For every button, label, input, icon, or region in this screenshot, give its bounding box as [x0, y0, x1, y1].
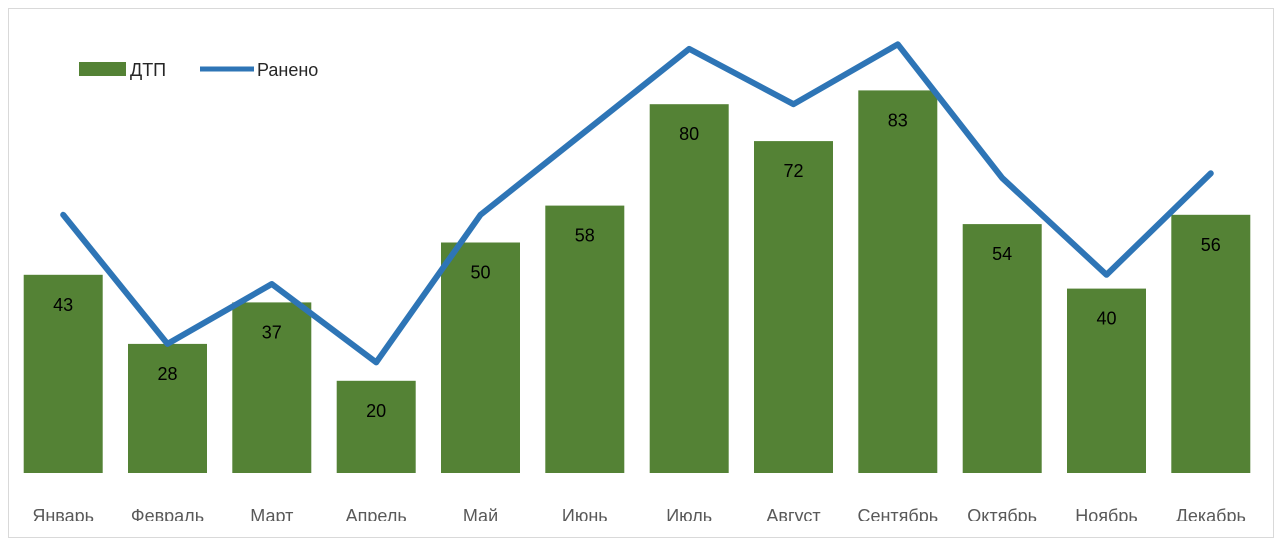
bars-group	[23, 90, 1251, 474]
legend-label-bar: ДТП	[130, 60, 166, 80]
bar	[1067, 288, 1146, 473]
bar-data-label: 37	[262, 322, 282, 342]
legend: ДТП Ранено	[79, 60, 318, 80]
line-group	[60, 41, 1214, 366]
x-tick-label: Апрель	[346, 506, 407, 521]
bar	[336, 380, 416, 473]
bar-data-label: 50	[470, 263, 490, 283]
legend-swatch-bar	[79, 62, 126, 76]
bar-data-label: 58	[575, 226, 595, 246]
bar	[1171, 214, 1251, 474]
x-tick-label: Октябрь	[967, 506, 1037, 521]
x-tick-label: Июнь	[562, 506, 608, 521]
x-tick-label: Ноябрь	[1075, 506, 1137, 521]
bar	[128, 343, 207, 473]
bar-data-label: 56	[1201, 235, 1221, 255]
bar	[232, 302, 312, 473]
bar-data-label: 80	[679, 124, 699, 144]
legend-label-line: Ранено	[257, 60, 318, 80]
bar	[23, 274, 103, 473]
bar-data-label: 54	[992, 244, 1012, 264]
bar	[545, 205, 625, 473]
bar-data-label: 83	[888, 110, 908, 130]
x-tick-label: Февраль	[131, 506, 204, 521]
bar	[649, 104, 729, 473]
data-labels-group: 43 28 37 20 50 58 80 72 83 54 40 56	[53, 110, 1221, 420]
bar-data-label: 28	[157, 364, 177, 384]
chart-frame	[8, 8, 1274, 538]
combo-chart: ДТП Ранено 43 28 37 20 50 58 80 72 83 54 40 56 Янва…	[23, 41, 1251, 521]
x-tick-label: Июль	[666, 506, 712, 521]
bar-data-label: 72	[783, 161, 803, 181]
x-tick-label: Май	[463, 506, 498, 521]
bar	[962, 224, 1042, 473]
line-series	[60, 41, 1214, 366]
bar	[754, 141, 833, 473]
bar-data-label: 40	[1096, 309, 1116, 329]
x-axis-ticks: Январь Февраль Март Апрель Май Июнь Июль Август…	[32, 506, 1246, 521]
bar-data-label: 43	[53, 295, 73, 315]
bar-data-label: 20	[366, 401, 386, 421]
x-tick-label: Март	[250, 506, 293, 521]
x-tick-label: Январь	[32, 506, 94, 521]
bar	[441, 242, 520, 473]
x-tick-label: Сентябрь	[857, 506, 938, 521]
x-tick-label: Август	[766, 506, 820, 521]
bar	[858, 90, 938, 474]
x-tick-label: Декабрь	[1176, 506, 1246, 521]
